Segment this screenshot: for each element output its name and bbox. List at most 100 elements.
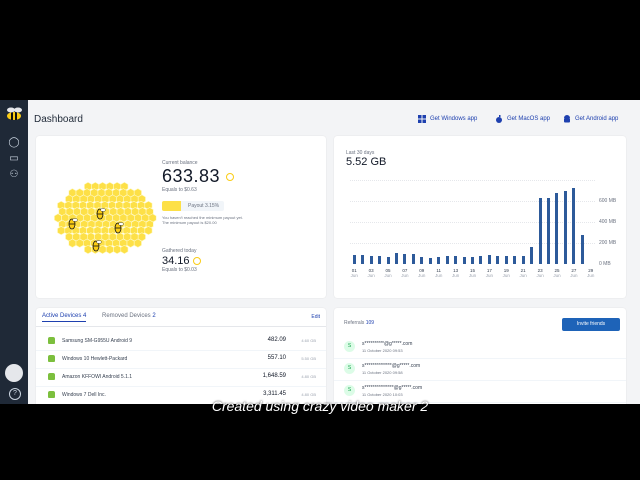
apple-icon xyxy=(496,115,502,123)
gathered-today-label: Gathered today xyxy=(162,248,197,254)
y-tick-label: 600 MB xyxy=(599,198,617,204)
chart-bar xyxy=(530,247,534,264)
balance-card: Current balance 633.83 Equals to $0.63 P… xyxy=(36,136,326,298)
chart-bar xyxy=(513,256,517,264)
honeycomb-cell xyxy=(145,207,154,217)
honeycomb-cell xyxy=(68,238,77,248)
top-bar: Dashboard Get Windows app Get MacOS app … xyxy=(28,100,640,136)
device-row[interactable]: Windows 7 Dell Inc. 3,311.45 4.80 GB xyxy=(36,386,326,404)
chart-bar xyxy=(454,256,458,264)
devices-card: Active Devices 4 Removed Devices 2 Edit … xyxy=(36,308,326,404)
android-icon xyxy=(48,391,55,398)
chart-bar xyxy=(378,256,382,264)
chart-gridline xyxy=(350,243,595,245)
honeycomb-cell xyxy=(120,244,129,255)
honeycomb-cell xyxy=(105,244,114,255)
devices-icon[interactable]: ▭ xyxy=(9,153,19,164)
chart-bar xyxy=(428,258,432,264)
referral-avatar: S xyxy=(344,385,355,396)
gathered-today-amount: 34.16 xyxy=(162,255,190,267)
referral-date: 11 October 2020 10:03 xyxy=(362,392,403,397)
device-row[interactable]: Windows 10 Hewlett-Packard 557.10 5.50 G… xyxy=(36,350,326,369)
honeycomb-illustration xyxy=(54,181,157,255)
chart-bar xyxy=(555,193,559,264)
chart-bar xyxy=(479,255,483,264)
android-icon xyxy=(48,337,55,344)
edit-devices-button[interactable]: Edit xyxy=(311,314,320,320)
referrals-label: Referrals xyxy=(344,320,365,326)
device-row[interactable]: Amazon KFFOWI Android 5.1.1 1,648.59 4.8… xyxy=(36,368,326,387)
payout-progress-bar: Payout 3.15% xyxy=(162,201,224,211)
chart-bar xyxy=(386,257,390,264)
chart-bar xyxy=(411,254,415,264)
chart-bar xyxy=(471,257,474,264)
x-tick-label: 17 Jun xyxy=(485,268,494,278)
tab-removed-devices[interactable]: Removed Devices 2 xyxy=(102,313,156,319)
honeycomb-cell xyxy=(113,244,122,255)
referral-row: S s**********@g*****.com 11 October 2020… xyxy=(334,336,626,359)
chart-gridline xyxy=(350,180,595,182)
payout-progress-fill xyxy=(162,201,181,211)
honeycomb-cell xyxy=(137,194,146,204)
chart-bar xyxy=(420,257,424,264)
app-frame: ◯ ▭ ⚇ ? Dashboard Get Windows app Get Ma… xyxy=(0,100,640,404)
get-windows-app-link[interactable]: Get Windows app xyxy=(418,115,477,123)
invite-friends-button[interactable]: Invite friends xyxy=(562,318,620,331)
referrals-card: Referrals 109 Invite friends S s********… xyxy=(334,308,626,404)
current-balance-value: 633.83 xyxy=(162,166,234,187)
honeycomb-cell xyxy=(75,238,84,248)
dashboard-icon[interactable]: ◯ xyxy=(8,137,20,148)
coin-icon xyxy=(192,257,201,266)
tab-active-devices-label: Active Devices xyxy=(42,313,82,319)
bee-icon xyxy=(96,208,106,220)
devices-tabs: Active Devices 4 Removed Devices 2 Edit xyxy=(36,308,326,327)
device-name: Windows 10 Hewlett-Packard xyxy=(62,356,128,362)
get-macos-app-link[interactable]: Get MacOS app xyxy=(495,115,550,123)
tab-active-devices-count: 4 xyxy=(83,313,87,319)
x-tick-label: 09 Jun xyxy=(418,268,426,278)
device-amount: 3,311.45 xyxy=(263,391,286,397)
x-tick-label: 23 Jun xyxy=(536,268,544,278)
x-tick-label: 11 Jun xyxy=(435,268,443,278)
chart-bar xyxy=(394,253,398,264)
referral-email: s***************@g*****.com xyxy=(362,385,423,391)
honeycomb-cell xyxy=(126,238,135,248)
android-icon xyxy=(48,373,55,380)
current-balance-equiv: Equals to $0.63 xyxy=(162,187,197,193)
bee-icon xyxy=(114,222,124,234)
help-icon[interactable]: ? xyxy=(9,388,21,400)
device-name: Samsung SM-G955U Android 9 xyxy=(62,338,133,344)
chart-bar xyxy=(487,254,491,264)
get-macos-app-label: Get MacOS app xyxy=(507,116,551,122)
avatar[interactable] xyxy=(5,364,23,382)
referrals-count: 109 xyxy=(365,320,375,326)
device-name: Amazon KFFOWI Android 5.1.1 xyxy=(62,374,133,380)
referral-row: S s**************@g*****.com 11 October … xyxy=(334,358,626,381)
bee-logo-icon[interactable] xyxy=(4,106,24,122)
usage-total-value: 5.52 GB xyxy=(346,156,387,168)
device-row[interactable]: Samsung SM-G955U Android 9 482.09 4.60 G… xyxy=(36,332,326,351)
get-android-app-link[interactable]: Get Android app xyxy=(563,115,618,123)
android-icon xyxy=(48,355,55,362)
chart-bar xyxy=(462,256,466,264)
x-tick-label: 29 Jun xyxy=(587,268,595,278)
device-traffic: 4.80 GB xyxy=(301,374,316,379)
chart-bar xyxy=(521,256,525,264)
usage-period-label: Last 30 days xyxy=(346,150,375,156)
referral-date: 11 October 2020 09:53 xyxy=(362,348,403,353)
tab-active-devices[interactable]: Active Devices 4 xyxy=(42,313,87,322)
android-icon xyxy=(564,115,570,123)
device-amount: 557.10 xyxy=(267,355,286,361)
honeycomb-cell xyxy=(120,181,129,192)
honeycomb-cell xyxy=(144,226,153,236)
x-tick-label: 25 Jun xyxy=(553,268,561,278)
chart-bar xyxy=(496,256,500,264)
get-windows-app-label: Get Windows app xyxy=(430,116,478,122)
gathered-today-equiv: Equals to $0.03 xyxy=(162,267,197,273)
y-tick-label: 200 MB xyxy=(599,240,617,246)
chart-bar xyxy=(361,254,365,264)
windows-icon xyxy=(418,115,426,123)
referrals-icon[interactable]: ⚇ xyxy=(9,169,19,180)
tab-removed-devices-count: 2 xyxy=(152,313,156,319)
x-tick-label: 19 Jun xyxy=(502,268,510,278)
